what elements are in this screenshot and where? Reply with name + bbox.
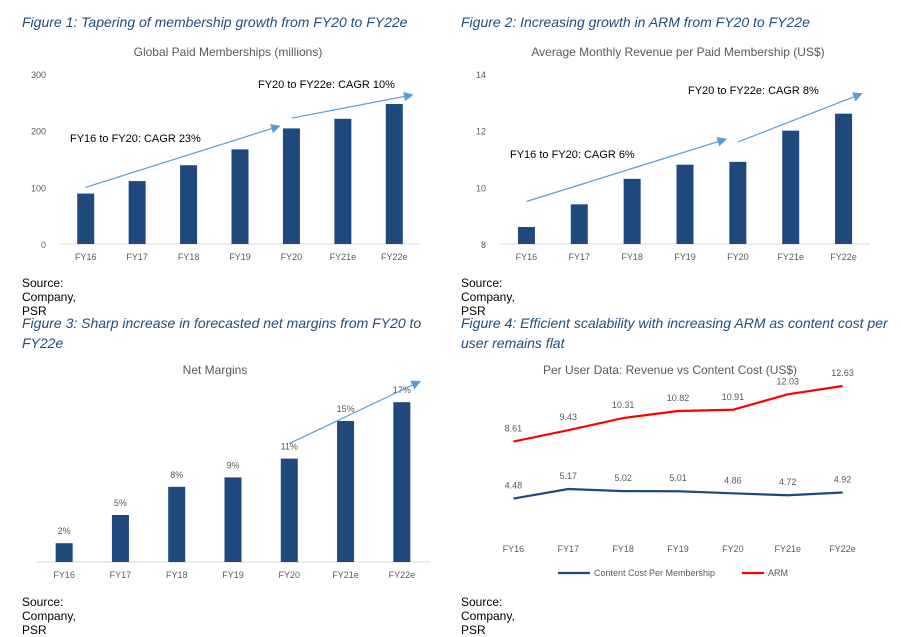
- x-tick-label: FY22e: [389, 570, 416, 580]
- bar-fy16: [77, 194, 94, 244]
- figure-3-caption: Figure 3: Sharp increase in forecasted n…: [22, 313, 442, 353]
- bar-fy20: [281, 459, 298, 562]
- figure-1-caption: Figure 1: Tapering of membership growth …: [22, 12, 442, 32]
- cagr-annotation: FY16 to FY20: CAGR 23%: [70, 133, 201, 145]
- x-tick-label: FY18: [166, 570, 188, 580]
- x-tick-label: FY19: [667, 544, 689, 554]
- x-tick-label: FY20: [279, 570, 301, 580]
- x-tick-label: FY21e: [330, 252, 357, 262]
- series-line-content-cost: [513, 489, 842, 499]
- data-label: 9.43: [560, 412, 578, 422]
- x-tick-label: FY21e: [777, 252, 804, 262]
- chart-title: Per User Data: Revenue vs Content Cost (…: [543, 363, 797, 377]
- data-label: 5%: [114, 498, 127, 508]
- y-tick-label: 12: [476, 127, 486, 137]
- data-label: 15%: [337, 404, 355, 414]
- data-label: 5.17: [560, 471, 578, 481]
- x-tick-label: FY16: [503, 544, 525, 554]
- cagr-annotation: FY20 to FY22e: CAGR 8%: [688, 85, 819, 97]
- bar-fy18: [624, 179, 641, 244]
- bar-fy19: [677, 165, 694, 244]
- bar-fy22e: [835, 114, 852, 244]
- y-tick-label: 10: [476, 183, 486, 193]
- data-label: 4.48: [505, 481, 523, 491]
- membership-bar-chart: Global Paid Memberships (millions) 0 100 20…: [0, 36, 450, 272]
- bar-fy16: [518, 227, 535, 244]
- x-tick-label: FY22e: [381, 252, 408, 262]
- x-tick-label: FY17: [126, 252, 148, 262]
- x-tick-label: FY17: [558, 544, 580, 554]
- data-label: 5.02: [614, 473, 632, 483]
- legend-label: Content Cost Per Membership: [594, 568, 715, 578]
- x-tick-label: FY19: [674, 252, 696, 262]
- figure-4-source: Source: Company, PSR: [461, 595, 515, 637]
- x-tick-label: FY20: [727, 252, 749, 262]
- bar-fy21e: [782, 131, 799, 244]
- x-tick-label: FY16: [75, 252, 97, 262]
- bar-fy20: [283, 128, 300, 244]
- x-tick-label: FY16: [53, 570, 75, 580]
- legend-label: ARM: [768, 568, 788, 578]
- x-tick-label: FY21e: [774, 544, 801, 554]
- data-label: 5.01: [669, 473, 687, 483]
- x-tick-label: FY18: [178, 252, 200, 262]
- bar-fy17: [129, 181, 146, 244]
- data-label: 4.92: [834, 474, 852, 484]
- bar-fy16: [56, 543, 73, 562]
- x-tick-label: FY17: [110, 570, 132, 580]
- y-tick-label: 100: [31, 183, 46, 193]
- x-tick-label: FY18: [612, 544, 634, 554]
- bar-fy18: [168, 487, 185, 562]
- x-tick-label: FY16: [516, 252, 538, 262]
- chart-title: Global Paid Memberships (millions): [134, 45, 323, 59]
- x-tick-label: FY21e: [332, 570, 359, 580]
- bar-fy22e: [393, 402, 410, 562]
- y-tick-label: 200: [31, 127, 46, 137]
- bar-fy19: [225, 477, 242, 562]
- figure-3-source: Source: Company, PSR: [22, 595, 76, 637]
- bar-fy22e: [386, 104, 403, 244]
- cagr-annotation: FY16 to FY20: CAGR 6%: [510, 149, 635, 161]
- figure-2-caption: Figure 2: Increasing growth in ARM from …: [461, 12, 891, 32]
- bar-fy21e: [334, 119, 351, 244]
- x-tick-label: FY18: [621, 252, 643, 262]
- x-tick-label: FY20: [722, 544, 744, 554]
- y-tick-label: 8: [481, 240, 486, 250]
- y-tick-label: 0: [41, 240, 46, 250]
- bar-fy20: [729, 162, 746, 244]
- arm-bar-chart: Average Monthly Revenue per Paid Members…: [450, 36, 901, 272]
- data-label: 4.72: [779, 477, 797, 487]
- data-label: 12.03: [776, 376, 799, 386]
- y-tick-label: 300: [31, 70, 46, 80]
- data-label: 10.82: [667, 393, 690, 403]
- data-label: 10.91: [722, 392, 745, 402]
- x-tick-label: FY19: [222, 570, 244, 580]
- data-label: 2%: [58, 526, 71, 536]
- bar-fy17: [112, 515, 129, 562]
- data-label: 8%: [170, 470, 183, 480]
- bar-fy21e: [337, 421, 354, 562]
- x-tick-label: FY20: [281, 252, 303, 262]
- revenue-vs-cost-line-chart: Per User Data: Revenue vs Content Cost (…: [450, 354, 901, 590]
- y-tick-label: 14: [476, 70, 486, 80]
- bar-fy17: [571, 204, 588, 244]
- x-tick-label: FY17: [569, 252, 591, 262]
- figure-2-source: Source: Company, PSR: [461, 276, 515, 318]
- chart-title: Average Monthly Revenue per Paid Members…: [531, 45, 824, 59]
- x-tick-label: FY19: [229, 252, 251, 262]
- x-tick-label: FY22e: [829, 544, 856, 554]
- net-margins-bar-chart: Net Margins2%FY165%FY178%FY189%FY1911%FY…: [0, 354, 450, 590]
- chart-title: Net Margins: [183, 363, 248, 377]
- data-label: 12.63: [831, 368, 854, 378]
- x-tick-label: FY22e: [830, 252, 857, 262]
- figure-4-caption: Figure 4: Efficient scalability with inc…: [461, 313, 891, 353]
- data-label: 4.86: [724, 475, 742, 485]
- cagr-annotation: FY20 to FY22e: CAGR 10%: [258, 79, 395, 91]
- bar-fy19: [232, 149, 249, 244]
- figure-1-source: Source: Company, PSR: [22, 276, 76, 318]
- bar-fy18: [180, 165, 197, 244]
- data-label: 9%: [226, 460, 239, 470]
- data-label: 8.61: [505, 424, 523, 434]
- data-label: 10.31: [612, 400, 635, 410]
